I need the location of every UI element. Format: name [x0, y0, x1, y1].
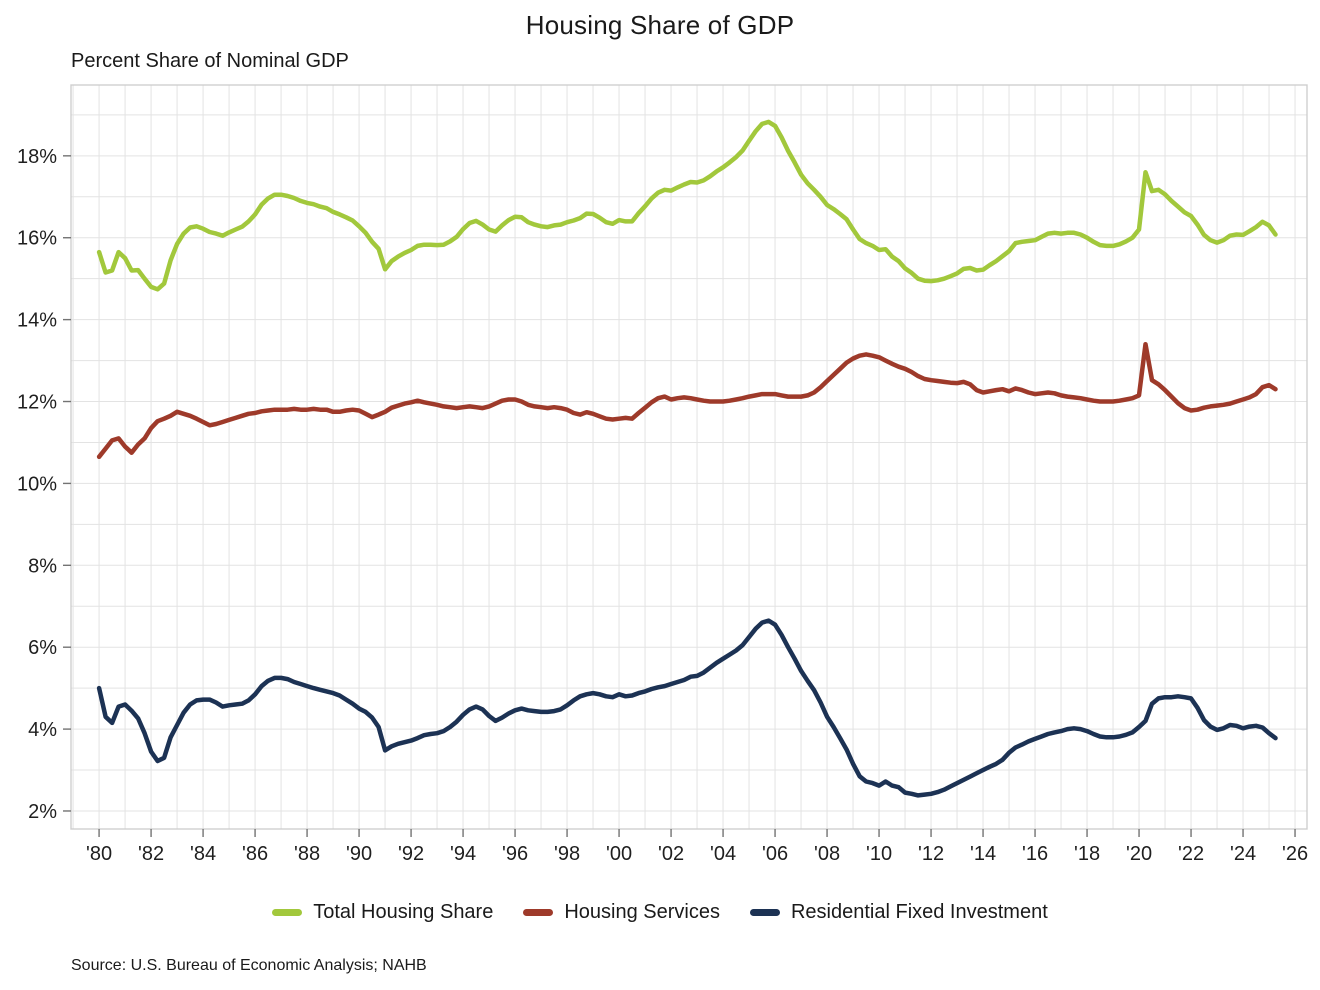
legend-item-total-housing-share: Total Housing Share [272, 901, 493, 924]
legend-swatch [523, 909, 554, 916]
chart-subtitle: Percent Share of Nominal GDP [71, 50, 349, 72]
series-line-residential-fixed-investment [96, 618, 1278, 798]
y-tick-label: 6% [28, 637, 57, 659]
x-tick-label: '86 [242, 843, 268, 865]
x-tick-label: '04 [710, 843, 736, 865]
x-tick-label: '92 [398, 843, 424, 865]
y-tick-label: 4% [28, 719, 57, 741]
x-tick-label: '08 [814, 843, 840, 865]
y-tick-label: 10% [17, 473, 57, 495]
legend-label: Residential Fixed Investment [790, 901, 1048, 923]
x-tick-label: '94 [450, 843, 476, 865]
x-tick-label: '02 [658, 843, 684, 865]
chart-title: Housing Share of GDP [525, 10, 795, 40]
y-tick-label: 18% [17, 146, 57, 168]
legend-item-housing-services: Housing Services [523, 901, 720, 924]
x-tick-label: '20 [1126, 843, 1152, 865]
series-line-total-housing-share [96, 119, 1278, 292]
legend-swatch [749, 909, 780, 916]
x-tick-label: '16 [1022, 843, 1048, 865]
x-tick-label: '10 [866, 843, 892, 865]
x-tick-label: '00 [606, 843, 632, 865]
x-tick-label: '90 [346, 843, 372, 865]
x-tick-label: '18 [1074, 843, 1100, 865]
x-tick-label: '88 [294, 843, 320, 865]
x-tick-label: '98 [554, 843, 580, 865]
y-tick-label: 8% [28, 555, 57, 577]
x-tick-label: '26 [1282, 843, 1308, 865]
x-tick-label: '12 [918, 843, 944, 865]
chart-legend: Total Housing Share Housing Services Resid… [0, 901, 1320, 924]
legend-label: Total Housing Share [313, 901, 494, 923]
x-tick-label: '84 [190, 843, 216, 865]
x-tick-label: '96 [502, 843, 528, 865]
x-tick-label: '14 [970, 843, 996, 865]
y-tick-label: 12% [17, 392, 57, 414]
plot-border [70, 84, 1308, 830]
y-tick-label: 16% [17, 228, 57, 250]
x-tick-label: '80 [86, 843, 112, 865]
series-line-housing-services [96, 341, 1278, 460]
y-tick-label: 2% [28, 801, 57, 823]
x-tick-label: '24 [1230, 843, 1256, 865]
legend-swatch [272, 909, 303, 916]
source-note: Source: U.S. Bureau of Economic Analysis… [71, 957, 427, 974]
y-tick-label: 14% [17, 310, 57, 332]
legend-label: Housing Services [564, 901, 720, 923]
legend-item-residential-fixed-investment: Residential Fixed Investment [749, 901, 1048, 924]
x-tick-label: '82 [138, 843, 164, 865]
x-tick-label: '06 [762, 843, 788, 865]
x-tick-label: '22 [1178, 843, 1204, 865]
